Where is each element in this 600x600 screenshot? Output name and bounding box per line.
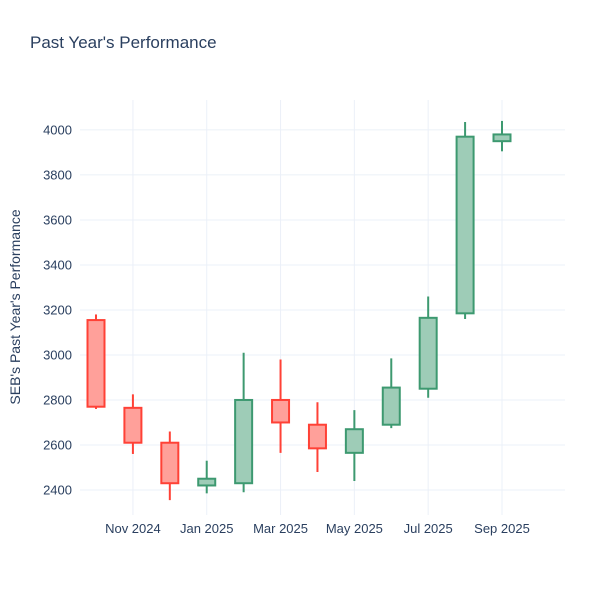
chart-title: Past Year's Performance xyxy=(30,33,217,52)
candle-body xyxy=(197,477,217,487)
candle-body xyxy=(160,441,180,485)
y-tick-label: 3800 xyxy=(43,167,72,182)
candle-decreasing[interactable] xyxy=(86,314,106,409)
x-tick-labels: Nov 2024 Jan 2025 Mar 2025 May 2025 Jul 2025… xyxy=(105,521,530,536)
candle-body xyxy=(271,398,291,424)
candle-body xyxy=(234,398,254,485)
candle-decreasing[interactable] xyxy=(160,431,180,501)
y-tick-label: 3600 xyxy=(43,212,72,227)
candle-increasing[interactable] xyxy=(455,122,475,319)
candle-increasing[interactable] xyxy=(234,352,254,493)
y-tick-label: 4000 xyxy=(43,122,72,137)
candle-decreasing[interactable] xyxy=(123,394,143,454)
candle-body xyxy=(418,316,438,390)
y-tick-label: 2800 xyxy=(43,392,72,407)
candle-body xyxy=(123,406,143,444)
gridlines-layer xyxy=(80,100,565,515)
candle-decreasing[interactable] xyxy=(307,402,327,472)
candle-increasing[interactable] xyxy=(418,296,438,398)
candle-body xyxy=(344,428,364,454)
candle-body xyxy=(307,423,327,450)
candle-body xyxy=(381,386,401,426)
x-tick-label: Jul 2025 xyxy=(404,521,453,536)
candle-increasing[interactable] xyxy=(381,358,401,429)
candle-body xyxy=(86,319,106,408)
candles-layer xyxy=(86,120,512,501)
x-tick-label: Sep 2025 xyxy=(474,521,530,536)
candle-increasing[interactable] xyxy=(197,460,217,494)
y-tick-label: 3200 xyxy=(43,302,72,317)
x-tick-label: Jan 2025 xyxy=(180,521,234,536)
candle-increasing[interactable] xyxy=(344,410,364,481)
candle-decreasing[interactable] xyxy=(271,359,291,453)
x-tick-label: Nov 2024 xyxy=(105,521,161,536)
y-tick-labels: 2400 2600 2800 3000 3200 3400 3600 3800 4000 xyxy=(43,122,72,497)
candle-body xyxy=(492,133,512,143)
y-tick-label: 3400 xyxy=(43,257,72,272)
x-tick-label: May 2025 xyxy=(326,521,383,536)
candle-body xyxy=(455,135,475,315)
x-tick-label: Mar 2025 xyxy=(253,521,308,536)
y-tick-label: 2400 xyxy=(43,482,72,497)
y-tick-label: 2600 xyxy=(43,437,72,452)
y-tick-label: 3000 xyxy=(43,347,72,362)
y-axis-title: SEB's Past Year's Performance xyxy=(7,209,23,404)
candle-increasing[interactable] xyxy=(492,120,512,152)
